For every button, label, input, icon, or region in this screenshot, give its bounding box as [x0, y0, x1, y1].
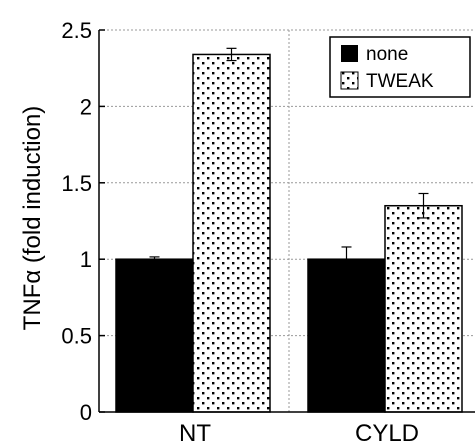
error-bars: [149, 47, 429, 273]
y-tick-label-5: 2.5: [61, 18, 92, 43]
legend-swatch-tweak: [340, 71, 359, 90]
y-tick-label-1: 0.5: [61, 324, 92, 349]
error-bar-cyld-tweak: [418, 192, 429, 219]
y-axis-label-suffix: (fold induction): [19, 106, 46, 270]
x-tick-labels: NT CYLD: [179, 420, 419, 447]
legend-label-tweak: TWEAK: [366, 71, 434, 92]
x-tick-label-cyld: CYLD: [355, 420, 419, 447]
legend-swatch-none: [341, 45, 358, 62]
bars: [115, 53, 463, 413]
y-ticks: 0 0.5 1 1.5 2 2.5: [61, 18, 105, 425]
bar-cyld-tweak: [384, 204, 463, 413]
error-bar-nt-tweak: [226, 47, 237, 62]
error-bar-cyld-none: [341, 246, 352, 273]
x-tick-label-nt: NT: [179, 420, 211, 447]
y-axis-label-prefix: TNF: [19, 284, 46, 331]
y-axis-label-symbol: α: [19, 270, 46, 284]
legend: none TWEAK: [329, 36, 471, 98]
y-axis-label: TNFα (fold induction): [19, 106, 46, 331]
y-tick-label-4: 2: [80, 94, 92, 119]
bar-nt-tweak: [192, 53, 271, 413]
y-tick-label-2: 1: [80, 247, 92, 272]
error-bar-nt-none: [149, 256, 160, 263]
bar-cyld-none: [307, 258, 386, 413]
y-tick-label-3: 1.5: [61, 171, 92, 196]
bar-nt-none: [115, 258, 194, 413]
legend-label-none: none: [366, 44, 408, 65]
y-tick-label-0: 0: [80, 400, 92, 425]
